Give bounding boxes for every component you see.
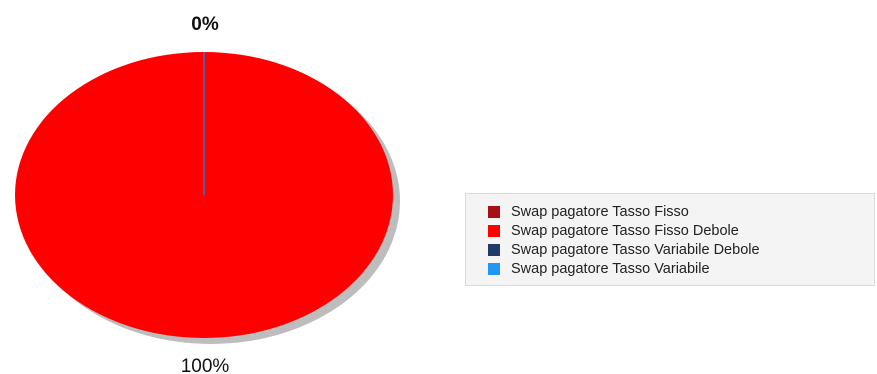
data-label-100-percent: 100% bbox=[181, 356, 230, 374]
data-label-0-percent: 0% bbox=[191, 14, 219, 35]
legend-label: Swap pagatore Tasso Variabile bbox=[511, 260, 710, 277]
legend-label: Swap pagatore Tasso Fisso bbox=[511, 203, 689, 220]
legend-item-tasso-fisso-debole: Swap pagatore Tasso Fisso Debole bbox=[488, 221, 874, 240]
legend-swatch bbox=[488, 224, 500, 237]
legend-item-tasso-variabile-debole: Swap pagatore Tasso Variabile Debole bbox=[488, 240, 874, 259]
legend-swatch bbox=[488, 205, 500, 218]
legend-item-tasso-variabile: Swap pagatore Tasso Variabile bbox=[488, 259, 874, 278]
legend-swatch bbox=[488, 243, 500, 256]
legend-label: Swap pagatore Tasso Variabile Debole bbox=[511, 241, 760, 258]
chart-legend: Swap pagatore Tasso Fisso Swap pagatore … bbox=[465, 193, 875, 286]
legend-item-tasso-fisso: Swap pagatore Tasso Fisso bbox=[488, 202, 874, 221]
legend-swatch bbox=[488, 262, 500, 275]
legend-label: Swap pagatore Tasso Fisso Debole bbox=[511, 222, 739, 239]
